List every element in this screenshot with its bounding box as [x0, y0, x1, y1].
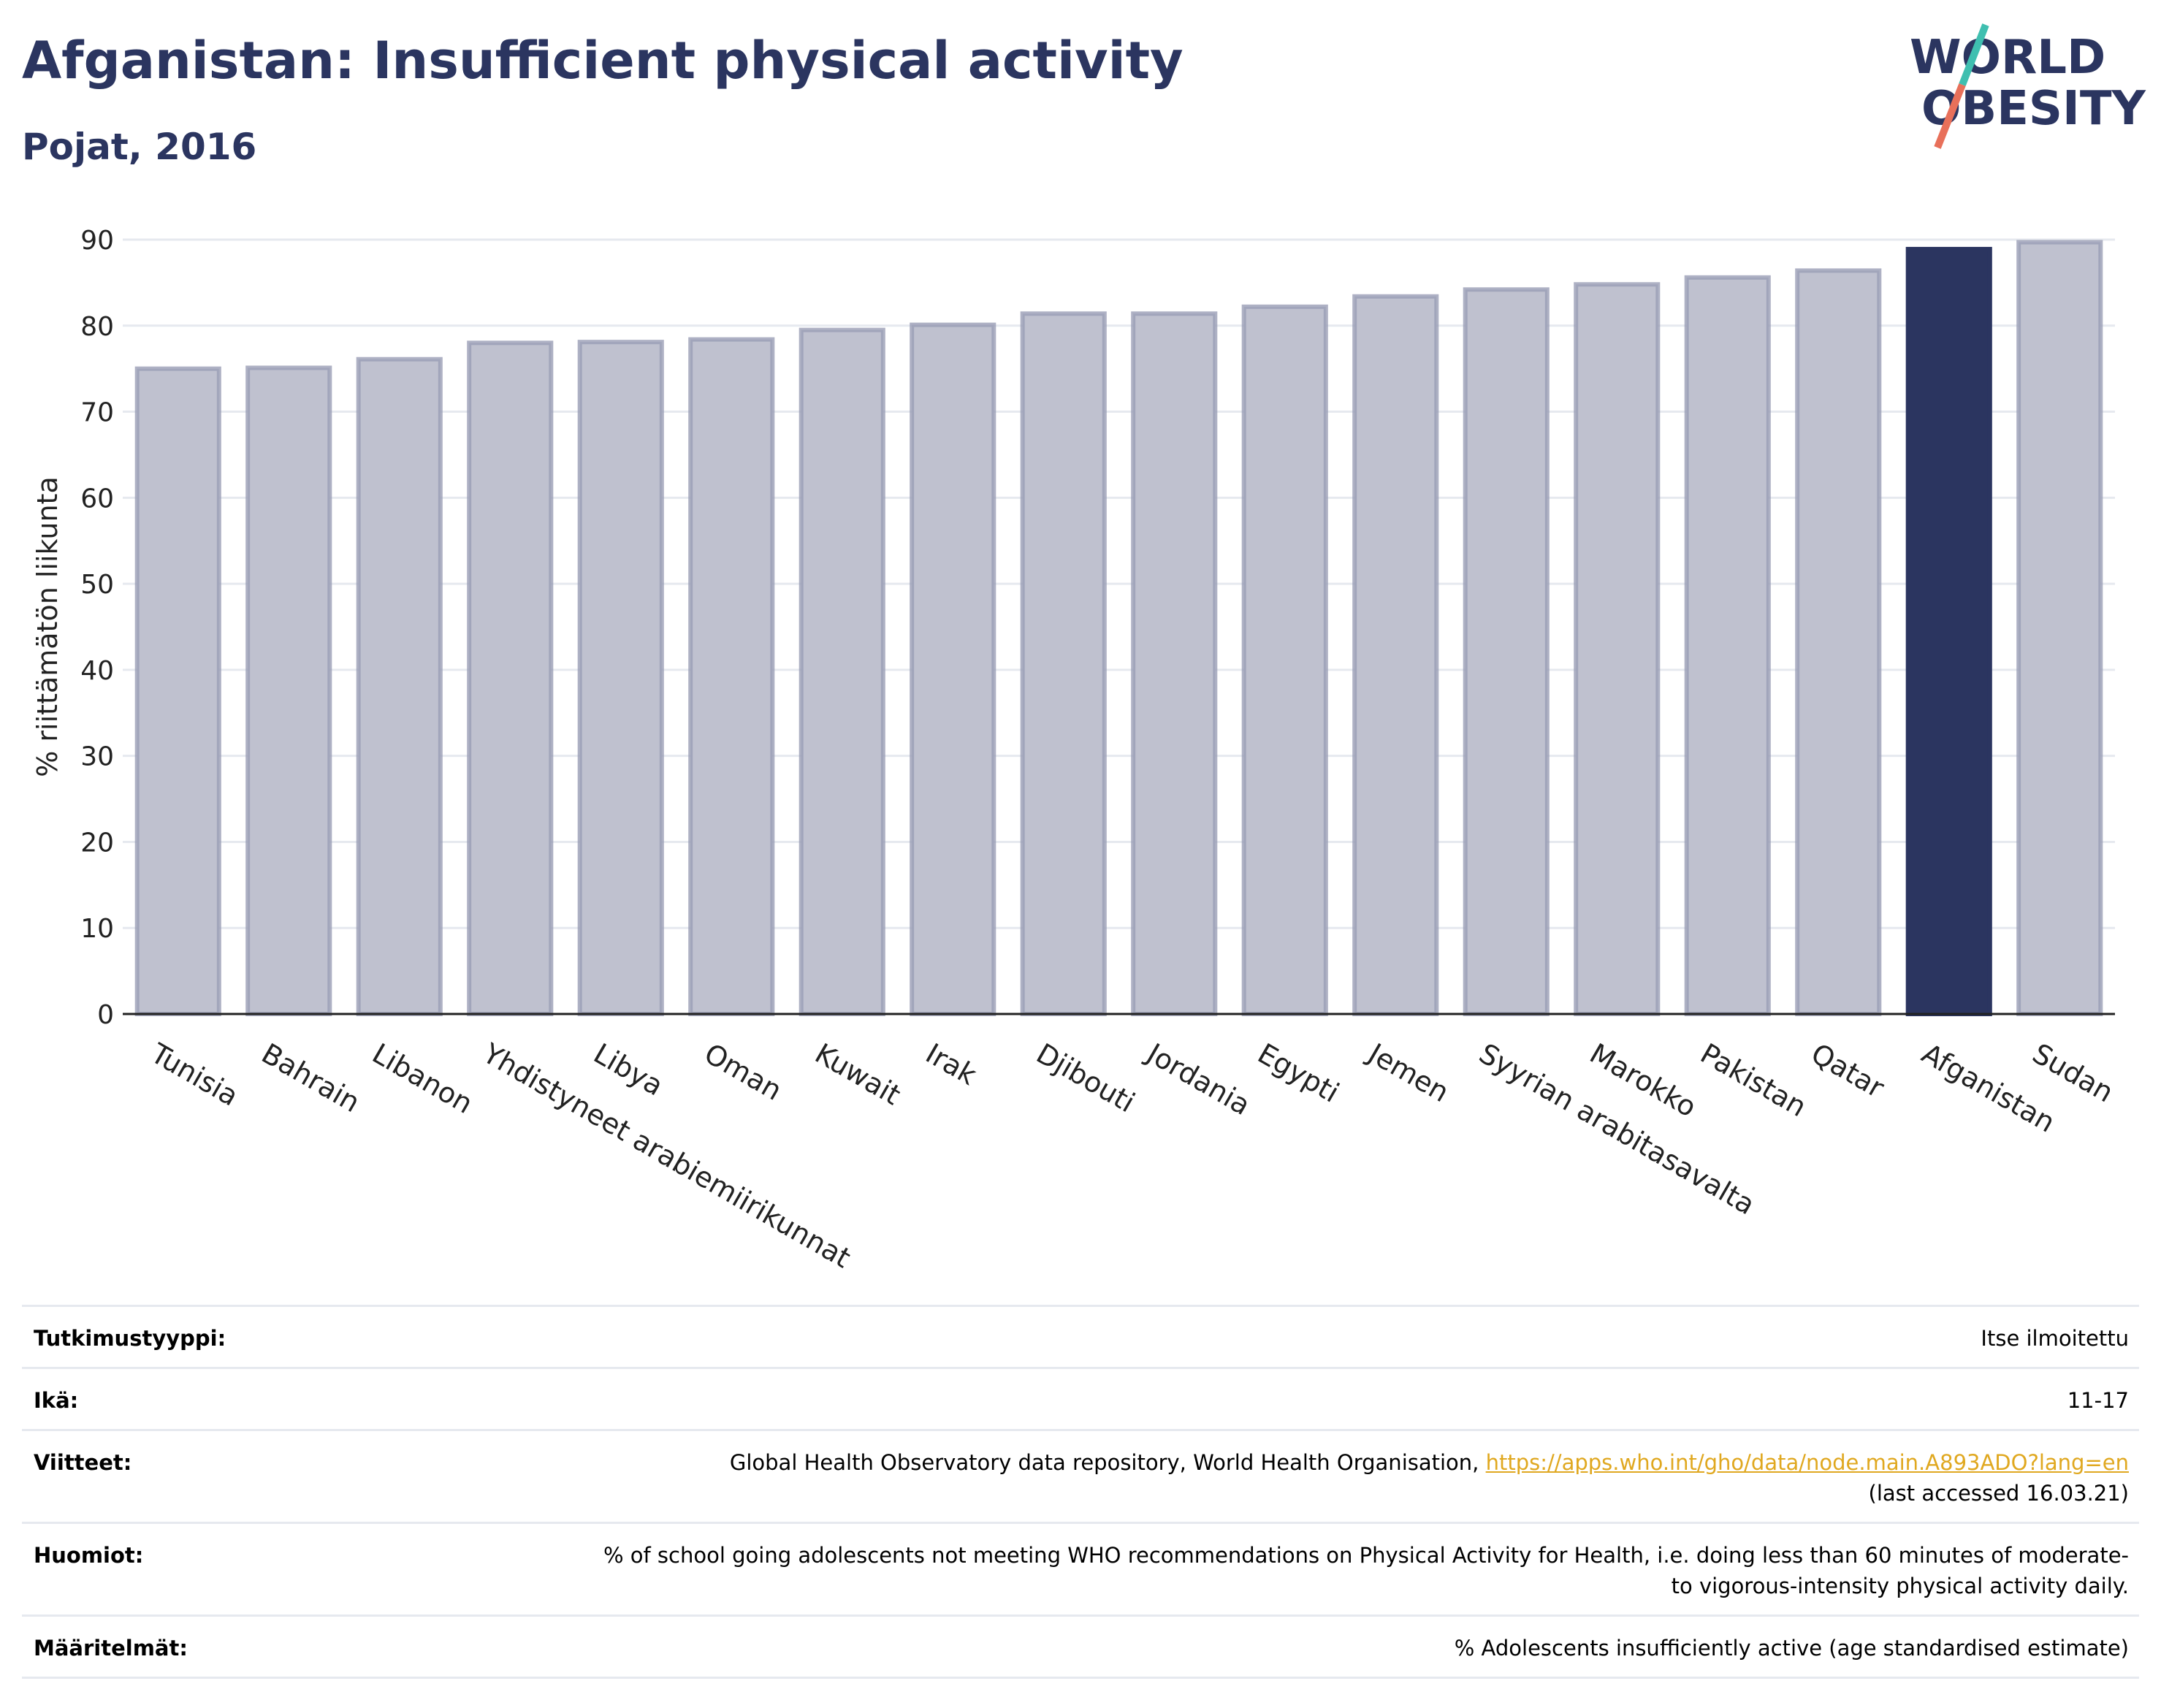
- y-tick-label: 10: [80, 914, 114, 944]
- reference-text: Global Health Observatory data repositor…: [729, 1450, 1479, 1475]
- info-label: Tutkimustyyppi:: [34, 1326, 226, 1351]
- info-label: Viitteet:: [34, 1450, 132, 1475]
- info-value: % of school going adolescents not meetin…: [603, 1543, 2129, 1598]
- y-tick-label: 50: [80, 570, 114, 600]
- info-row-references: Viitteet: Global Health Observatory data…: [22, 1429, 2139, 1522]
- x-tick-label: Libya: [588, 1037, 668, 1102]
- info-row-age: Ikä: 11-17: [22, 1367, 2139, 1429]
- y-tick-label: 90: [80, 226, 114, 256]
- info-label: Määritelmät:: [34, 1636, 188, 1661]
- bar-jemen: [1352, 294, 1439, 1016]
- logo-slash-bottom: [1934, 83, 1966, 149]
- y-tick-label: 20: [80, 828, 114, 858]
- bar-kuwait: [799, 327, 885, 1016]
- info-label: Ikä:: [34, 1388, 79, 1413]
- info-value: 11-17: [2067, 1388, 2129, 1413]
- bar-jordania: [1131, 311, 1218, 1016]
- bar-irak: [910, 322, 996, 1017]
- bar-pakistan: [1684, 275, 1771, 1017]
- x-tick-label: Djibouti: [1031, 1037, 1140, 1119]
- bar-afganistan: [1905, 246, 1992, 1016]
- bar-bahrain: [245, 365, 332, 1016]
- bar-syyrian-arabitasavalta: [1463, 287, 1550, 1016]
- x-tick-label: Egypti: [1252, 1037, 1344, 1109]
- x-tick-label: Oman: [699, 1037, 788, 1107]
- info-row-definitions: Määritelmät: % Adolescents insufficientl…: [22, 1614, 2139, 1679]
- y-tick-label: 80: [80, 312, 114, 342]
- bar-qatar: [1795, 268, 1882, 1016]
- info-row-study-type: Tutkimustyyppi: Itse ilmoitettu: [22, 1305, 2139, 1367]
- x-tick-label: Pakistan: [1695, 1037, 1812, 1124]
- bar-chart: 0 10 20 30 40 50 60 70 80 90 Tunisia Bahrain Libano…: [31, 226, 2119, 1275]
- y-tick-labels: 0 10 20 30 40 50 60 70 80 90: [80, 226, 114, 1030]
- bar-oman: [688, 337, 775, 1017]
- info-label: Huomiot:: [34, 1543, 144, 1568]
- x-tick-label: Tunisia: [145, 1037, 243, 1113]
- x-tick-labels: Tunisia Bahrain Libanon Yhdistyneet arabiem…: [145, 1037, 2119, 1275]
- info-value: Itse ilmoitettu: [1981, 1326, 2129, 1351]
- world-obesity-logo: WORLD OBESITY: [1910, 23, 2146, 149]
- x-tick-label: Libanon: [367, 1037, 478, 1120]
- y-tick-label: 70: [80, 398, 114, 428]
- x-tick-label: Jordania: [1140, 1037, 1256, 1121]
- reference-accessed: (last accessed 16.03.21): [1868, 1481, 2129, 1506]
- logo-slash-top: [1959, 23, 1989, 86]
- y-tick-label: 30: [80, 742, 114, 772]
- bar-djibouti: [1020, 311, 1107, 1016]
- info-value: Global Health Observatory data repositor…: [730, 1447, 2129, 1509]
- bar-tunisia: [134, 366, 221, 1016]
- info-value: % Adolescents insufficiently active (age…: [1454, 1636, 2129, 1661]
- bar-libanon: [356, 357, 443, 1016]
- info-row-notes: Huomiot: % of school going adolescents n…: [22, 1522, 2139, 1614]
- bar-marokko: [1574, 282, 1661, 1016]
- info-table: Tutkimustyyppi: Itse ilmoitettu Ikä: 11-…: [22, 1305, 2139, 1679]
- x-tick-label: Qatar: [1806, 1037, 1890, 1105]
- page-title: Afganistan: Insufficient physical activi…: [22, 31, 1184, 91]
- y-tick-label: 0: [97, 1000, 114, 1030]
- bar-yhdistyneet-arabiemiirikunnat: [467, 340, 554, 1017]
- y-tick-label: 40: [80, 656, 114, 686]
- logo-line1: WORLD: [1910, 31, 2105, 85]
- bar-libya: [577, 340, 664, 1016]
- x-tick-label: Kuwait: [809, 1037, 906, 1112]
- y-axis-label: % riittämätön liikunta: [31, 476, 64, 777]
- page-subtitle: Pojat, 2016: [22, 126, 257, 168]
- x-tick-label: Bahrain: [256, 1037, 365, 1119]
- bars: [134, 240, 2103, 1017]
- y-tick-label: 60: [80, 484, 114, 514]
- x-tick-label: Irak: [921, 1037, 982, 1091]
- x-tick-label: Jemen: [1362, 1037, 1455, 1109]
- x-tick-label: Sudan: [2027, 1037, 2119, 1109]
- bar-sudan: [2016, 240, 2103, 1016]
- bar-egypti: [1241, 304, 1328, 1017]
- reference-link[interactable]: https://apps.who.int/gho/data/node.main.…: [1485, 1450, 2129, 1475]
